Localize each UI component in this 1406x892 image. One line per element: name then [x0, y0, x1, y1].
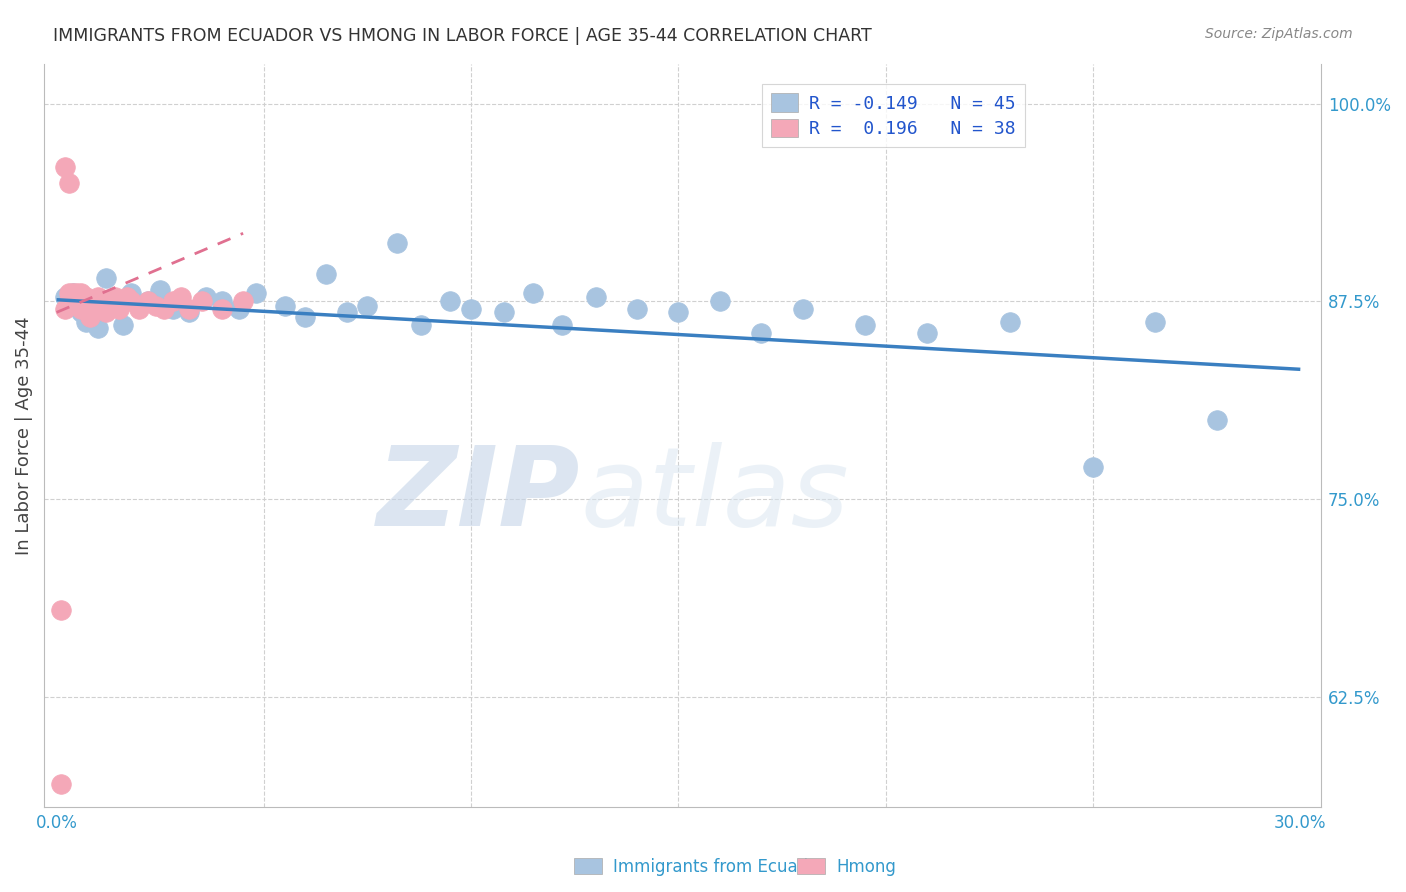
- Text: atlas: atlas: [581, 442, 849, 549]
- Point: [75, 289, 97, 303]
- Point: [58, 176, 80, 190]
- Point: [411, 318, 433, 332]
- Point: [62, 286, 84, 301]
- Point: [70, 305, 93, 319]
- Point: [87, 302, 110, 317]
- Point: [58, 286, 80, 301]
- Point: [153, 302, 176, 317]
- Point: [211, 302, 233, 317]
- Point: [49, 603, 72, 617]
- Point: [294, 310, 316, 325]
- Point: [179, 302, 201, 317]
- Point: [211, 294, 233, 309]
- Point: [709, 294, 731, 309]
- Point: [120, 294, 142, 309]
- Point: [87, 321, 110, 335]
- Point: [751, 326, 773, 340]
- Point: [460, 302, 482, 317]
- Point: [111, 318, 134, 332]
- Point: [58, 299, 80, 313]
- Point: [439, 294, 461, 309]
- Point: [66, 294, 89, 309]
- Point: [62, 294, 84, 309]
- Point: [162, 302, 184, 317]
- Point: [585, 289, 607, 303]
- Point: [120, 286, 142, 301]
- Point: [626, 302, 648, 317]
- Point: [96, 305, 118, 319]
- Point: [315, 268, 337, 282]
- Point: [115, 289, 138, 303]
- Point: [75, 315, 97, 329]
- Point: [111, 294, 134, 309]
- Legend: R = -0.149   N = 45, R =  0.196   N = 38: R = -0.149 N = 45, R = 0.196 N = 38: [762, 84, 1025, 147]
- Point: [792, 302, 814, 317]
- Text: Hmong: Hmong: [837, 858, 897, 876]
- Text: Source: ZipAtlas.com: Source: ZipAtlas.com: [1205, 27, 1353, 41]
- Point: [79, 302, 101, 317]
- Point: [58, 294, 80, 309]
- Point: [170, 289, 193, 303]
- Point: [83, 310, 105, 325]
- Point: [91, 294, 114, 309]
- Point: [149, 283, 172, 297]
- Point: [70, 286, 93, 301]
- Point: [915, 326, 938, 340]
- Text: ZIP: ZIP: [377, 442, 581, 549]
- Point: [83, 294, 105, 309]
- Point: [87, 289, 110, 303]
- Point: [53, 289, 76, 303]
- Point: [100, 294, 122, 309]
- Point: [53, 160, 76, 174]
- Point: [551, 318, 574, 332]
- Point: [228, 302, 250, 317]
- Point: [66, 286, 89, 301]
- Point: [336, 305, 359, 319]
- Point: [494, 305, 516, 319]
- Point: [53, 302, 76, 317]
- Point: [136, 294, 159, 309]
- Point: [522, 286, 544, 301]
- Point: [104, 299, 127, 313]
- Point: [62, 286, 84, 301]
- Point: [162, 294, 184, 309]
- Point: [245, 286, 267, 301]
- Point: [136, 294, 159, 309]
- Point: [273, 299, 295, 313]
- Point: [998, 315, 1021, 329]
- Point: [1144, 315, 1167, 329]
- Point: [145, 299, 167, 313]
- Point: [79, 310, 101, 325]
- Point: [1206, 413, 1229, 427]
- Point: [75, 294, 97, 309]
- Point: [96, 270, 118, 285]
- Point: [104, 289, 127, 303]
- Point: [79, 299, 101, 313]
- Point: [70, 302, 93, 317]
- Point: [194, 289, 217, 303]
- Point: [179, 305, 201, 319]
- Point: [66, 294, 89, 309]
- Point: [668, 305, 690, 319]
- Point: [853, 318, 876, 332]
- Point: [107, 302, 129, 317]
- Y-axis label: In Labor Force | Age 35-44: In Labor Force | Age 35-44: [15, 317, 32, 555]
- Point: [356, 299, 378, 313]
- Point: [1081, 460, 1104, 475]
- Text: Immigrants from Ecuador: Immigrants from Ecuador: [613, 858, 825, 876]
- Point: [128, 302, 150, 317]
- Text: IMMIGRANTS FROM ECUADOR VS HMONG IN LABOR FORCE | AGE 35-44 CORRELATION CHART: IMMIGRANTS FROM ECUADOR VS HMONG IN LABO…: [53, 27, 872, 45]
- Point: [190, 294, 212, 309]
- Point: [49, 777, 72, 791]
- Point: [385, 235, 408, 250]
- Point: [232, 294, 254, 309]
